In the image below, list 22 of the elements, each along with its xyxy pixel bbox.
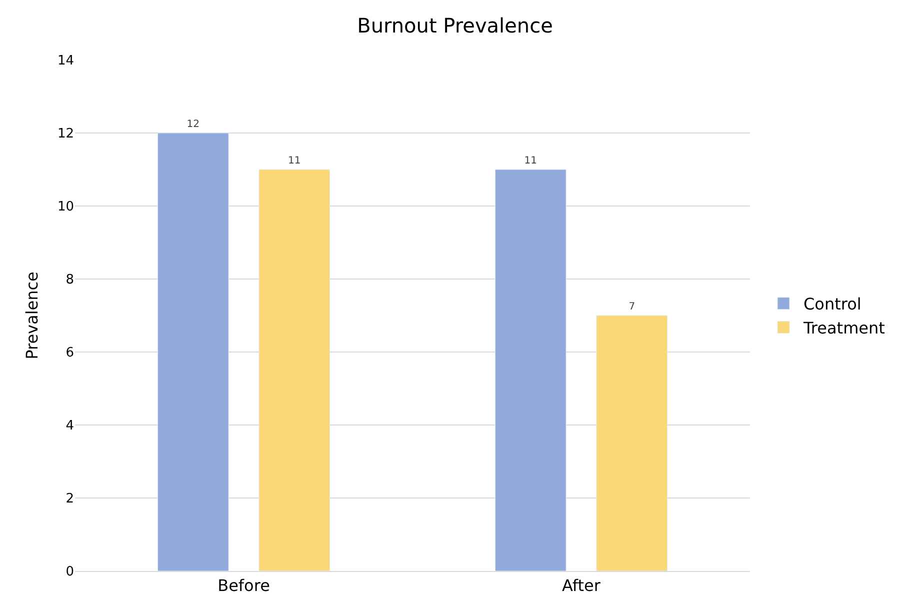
- y-tick-label: 12: [57, 126, 74, 142]
- x-tick-label: After: [562, 576, 601, 596]
- y-tick-label: 14: [57, 54, 74, 69]
- legend-label: Control: [804, 294, 862, 314]
- bar: [494, 169, 566, 571]
- bar: [157, 132, 229, 571]
- bar: [596, 315, 668, 571]
- y-tick-label: 10: [57, 200, 74, 215]
- data-label: 12: [186, 119, 200, 130]
- legend-label: Treatment: [802, 318, 885, 338]
- y-axis-title: Prevalence: [22, 272, 42, 360]
- y-tick-label: 8: [66, 272, 74, 288]
- y-tick-label: 4: [66, 418, 74, 434]
- y-tick-label: 0: [66, 564, 74, 580]
- data-label: 11: [524, 156, 537, 166]
- y-tick-label: 6: [66, 346, 74, 361]
- chart-title: Burnout Prevalence: [357, 13, 553, 38]
- data-label: 7: [628, 302, 636, 312]
- bar: [258, 169, 330, 571]
- data-label: 11: [288, 156, 301, 166]
- y-tick-label: 2: [66, 492, 74, 507]
- x-tick-label: Before: [218, 576, 270, 596]
